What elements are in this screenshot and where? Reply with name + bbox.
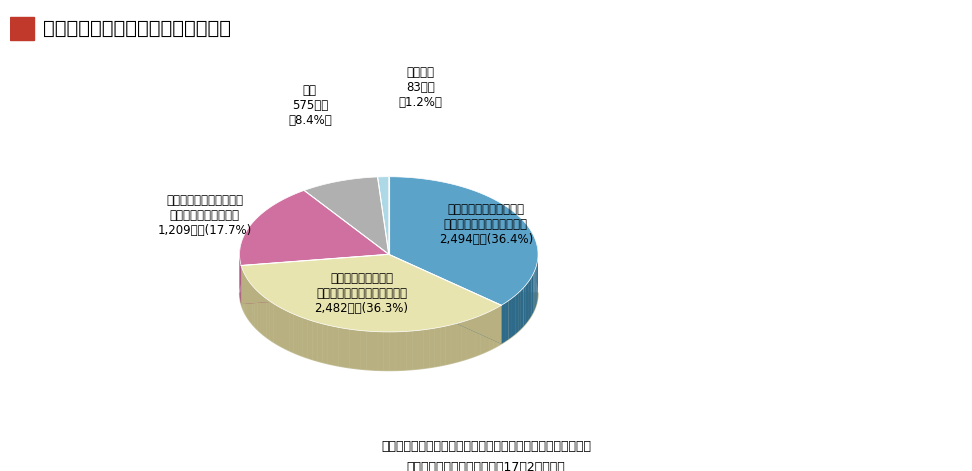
Polygon shape — [377, 177, 389, 254]
Polygon shape — [534, 271, 535, 312]
Polygon shape — [505, 300, 508, 341]
Polygon shape — [512, 296, 515, 337]
Polygon shape — [258, 291, 260, 332]
Polygon shape — [535, 268, 536, 309]
Polygon shape — [524, 285, 526, 326]
Polygon shape — [270, 301, 273, 342]
Polygon shape — [396, 332, 400, 371]
Polygon shape — [480, 314, 485, 354]
Polygon shape — [418, 330, 424, 369]
Polygon shape — [338, 327, 344, 367]
Polygon shape — [518, 291, 521, 332]
Polygon shape — [390, 332, 396, 371]
Polygon shape — [361, 331, 366, 370]
Polygon shape — [263, 296, 266, 337]
Polygon shape — [485, 312, 489, 352]
Polygon shape — [508, 298, 512, 339]
Polygon shape — [248, 280, 250, 322]
Polygon shape — [294, 314, 298, 355]
Polygon shape — [389, 177, 538, 305]
Polygon shape — [424, 329, 430, 368]
Polygon shape — [281, 308, 285, 349]
Polygon shape — [515, 293, 518, 334]
Bar — [10, 17, 33, 40]
Polygon shape — [451, 324, 456, 364]
Polygon shape — [532, 274, 534, 315]
Polygon shape — [440, 326, 445, 366]
Polygon shape — [445, 325, 451, 365]
Polygon shape — [372, 332, 378, 370]
Polygon shape — [502, 303, 505, 344]
Polygon shape — [378, 332, 384, 371]
Polygon shape — [239, 293, 538, 371]
Polygon shape — [246, 277, 248, 319]
Polygon shape — [328, 325, 333, 365]
Polygon shape — [406, 331, 412, 370]
Polygon shape — [312, 321, 318, 361]
Polygon shape — [318, 323, 323, 363]
Polygon shape — [260, 293, 263, 335]
Polygon shape — [323, 324, 328, 364]
Text: 一部の建物が新耐震
基準に従って建設された病院
2,482病院(36.3%): 一部の建物が新耐震 基準に従って建設された病院 2,482病院(36.3%) — [315, 272, 408, 316]
Polygon shape — [400, 332, 406, 370]
Polygon shape — [498, 305, 502, 346]
Polygon shape — [253, 285, 255, 327]
Text: 対象：二十人以上の患者を入院させるための施設を有する病院
厚生労働省資料による（平成17年2月現在）: 対象：二十人以上の患者を入院させるための施設を有する病院 厚生労働省資料による（… — [381, 440, 591, 471]
Polygon shape — [461, 321, 467, 361]
Text: すべての建物が新耐震基
準に従って建設された病院
2,494病院(36.4%): すべての建物が新耐震基 準に従って建設された病院 2,494病院(36.4%) — [438, 203, 533, 246]
Polygon shape — [277, 306, 281, 347]
Polygon shape — [530, 276, 532, 318]
Polygon shape — [430, 328, 434, 368]
Polygon shape — [242, 268, 243, 310]
Polygon shape — [476, 316, 480, 356]
Polygon shape — [255, 288, 258, 330]
Polygon shape — [245, 274, 246, 316]
Polygon shape — [241, 254, 389, 304]
Polygon shape — [239, 190, 389, 266]
Polygon shape — [456, 322, 461, 362]
Text: 不明
575病院
（8.4%）: 不明 575病院 （8.4%） — [288, 84, 331, 127]
Polygon shape — [241, 254, 389, 304]
Polygon shape — [304, 177, 389, 254]
Polygon shape — [250, 283, 253, 324]
Polygon shape — [528, 279, 530, 321]
Polygon shape — [344, 328, 350, 368]
Polygon shape — [290, 312, 294, 353]
Polygon shape — [471, 317, 476, 357]
Polygon shape — [298, 316, 302, 357]
Polygon shape — [285, 310, 290, 351]
Polygon shape — [273, 303, 277, 344]
Text: 図２－４－７　病院の耐震化の状況: 図２－４－７ 病院の耐震化の状況 — [43, 19, 231, 38]
Polygon shape — [389, 254, 502, 344]
Polygon shape — [526, 282, 528, 324]
Polygon shape — [384, 332, 390, 371]
Text: 新耐震基準に従って建設
された建物がない病院
1,209病院(17.7%): 新耐震基準に従って建設 された建物がない病院 1,209病院(17.7%) — [157, 194, 252, 237]
Polygon shape — [302, 318, 307, 358]
Polygon shape — [467, 319, 471, 359]
Polygon shape — [366, 331, 372, 370]
Polygon shape — [241, 254, 502, 332]
Polygon shape — [521, 288, 524, 329]
Polygon shape — [489, 309, 494, 350]
Polygon shape — [355, 330, 361, 369]
Polygon shape — [266, 299, 270, 340]
Text: 回答なし
83病院
（1.2%）: 回答なし 83病院 （1.2%） — [399, 66, 442, 109]
Polygon shape — [243, 271, 245, 313]
Polygon shape — [494, 308, 498, 348]
Polygon shape — [389, 254, 502, 344]
Polygon shape — [307, 319, 312, 360]
Polygon shape — [412, 331, 418, 370]
Polygon shape — [350, 329, 355, 368]
Polygon shape — [333, 326, 338, 366]
Polygon shape — [434, 327, 440, 367]
